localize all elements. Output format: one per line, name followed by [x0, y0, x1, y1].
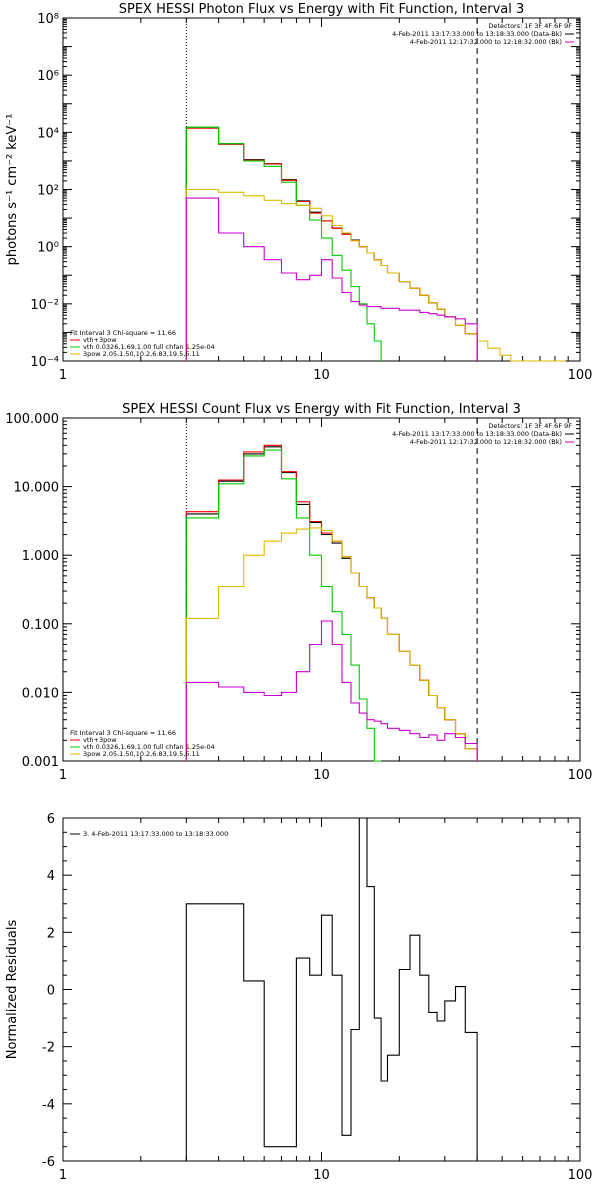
plot-frame: [62, 817, 581, 1162]
series-bk: [185, 620, 478, 761]
series-vth: [185, 449, 382, 762]
y-tick-label: 10⁻⁴: [30, 355, 59, 370]
chart-title: SPEX HESSI Count Flux vs Energy with Fit…: [122, 402, 521, 417]
y-tick-label: 0.100: [22, 618, 59, 633]
y-tick-label: -4: [42, 1098, 55, 1113]
y-tick-label: 0: [47, 984, 55, 999]
series-3pow: [185, 527, 478, 761]
legend-left-text: vth+3pow: [83, 336, 117, 344]
series-3pow: [185, 188, 566, 362]
y-tick-label: 10⁶: [37, 69, 59, 84]
x-tick-label: 100: [568, 368, 593, 383]
legend-left-header: Fit Interval 3 Chi-square = 11.66: [70, 729, 176, 737]
series-bk: [185, 197, 478, 361]
y-axis-label: photons s⁻¹ cm⁻² keV⁻¹: [5, 114, 20, 266]
series-residuals: [185, 817, 478, 1161]
chart-panel-1: SPEX HESSI Photon Flux vs Energy with Fi…: [5, 2, 592, 383]
chart-title: SPEX HESSI Photon Flux vs Energy with Fi…: [119, 2, 525, 17]
chart-panel-2: SPEX HESSI Count Flux vs Energy with Fit…: [5, 402, 592, 783]
legend-left-text: vth 0.0326,1.69,1.00 full chfan 1.25e-04: [83, 743, 215, 751]
x-tick-label: 10: [313, 768, 330, 783]
detectors-label: Detectors: 1F 3F 4F 6F 9F: [488, 422, 572, 430]
y-tick-label: 6: [47, 812, 55, 827]
y-tick-label: 0.010: [22, 686, 59, 701]
x-tick-label: 1: [59, 1168, 67, 1183]
legend-left-text: vth+3pow: [83, 736, 117, 744]
legend-right-text: 4-Feb-2011 13:17:33.000 to 13:18:33.000 …: [392, 430, 562, 438]
y-tick-label: 10⁰: [37, 241, 59, 256]
legend-right-text: 4-Feb-2011 12:17:32.000 to 12:18:32.000 …: [410, 438, 562, 446]
legend-right-text: 4-Feb-2011 13:17:33.000 to 13:18:33.000 …: [392, 30, 562, 38]
legend-left-text: 3pow 2.05,1.50,10.2,6.83,19.5,5.11: [83, 750, 200, 758]
x-tick-label: 10: [313, 368, 330, 383]
series-vth: [185, 126, 382, 361]
y-tick-label: 10⁻²: [30, 298, 59, 313]
detectors-label: Detectors: 1F 3F 4F 6F 9F: [488, 22, 572, 30]
legend-right-text: 4-Feb-2011 12:17:32.000 to 12:18:32.000 …: [410, 38, 562, 46]
x-tick-label: 10: [313, 1168, 330, 1183]
y-axis-label: Normalized Residuals: [5, 920, 20, 1060]
y-tick-label: 10.000: [14, 481, 60, 496]
legend-left-text: vth 0.0326,1.69,1.00 full chfan 1.25e-04: [83, 343, 215, 351]
plot-frame: [62, 17, 581, 362]
y-tick-label: 10⁸: [37, 12, 59, 27]
legend-left-header: Fit Interval 3 Chi-square = 11.66: [70, 329, 176, 337]
x-tick-label: 1: [59, 768, 67, 783]
x-tick-label: 100: [568, 1168, 593, 1183]
y-tick-label: -6: [42, 1155, 55, 1170]
chart-panel-3: 1 10 100 -6 -4 -2 0 2 4 6 Normalized Residuals 3. 4…: [5, 812, 592, 1183]
y-tick-label: 2: [47, 926, 55, 941]
y-tick-label: 1.000: [22, 549, 59, 564]
legend-left-text: 3pow 2.05,1.50,10.2,6.83,19.5,5.11: [83, 350, 200, 358]
y-tick-label: 100.000: [5, 412, 59, 427]
x-tick-label: 100: [568, 768, 593, 783]
y-tick-label: 0.001: [22, 755, 59, 770]
y-tick-label: 10⁴: [37, 126, 59, 141]
plot-frame: [62, 417, 581, 762]
y-tick-label: 4: [47, 869, 55, 884]
y-tick-label: -2: [42, 1041, 55, 1056]
x-tick-label: 1: [59, 368, 67, 383]
y-tick-label: 10²: [37, 184, 59, 199]
legend-left-text: 3. 4-Feb-2011 13:17:33.000 to 13:18:33.0…: [83, 830, 228, 838]
